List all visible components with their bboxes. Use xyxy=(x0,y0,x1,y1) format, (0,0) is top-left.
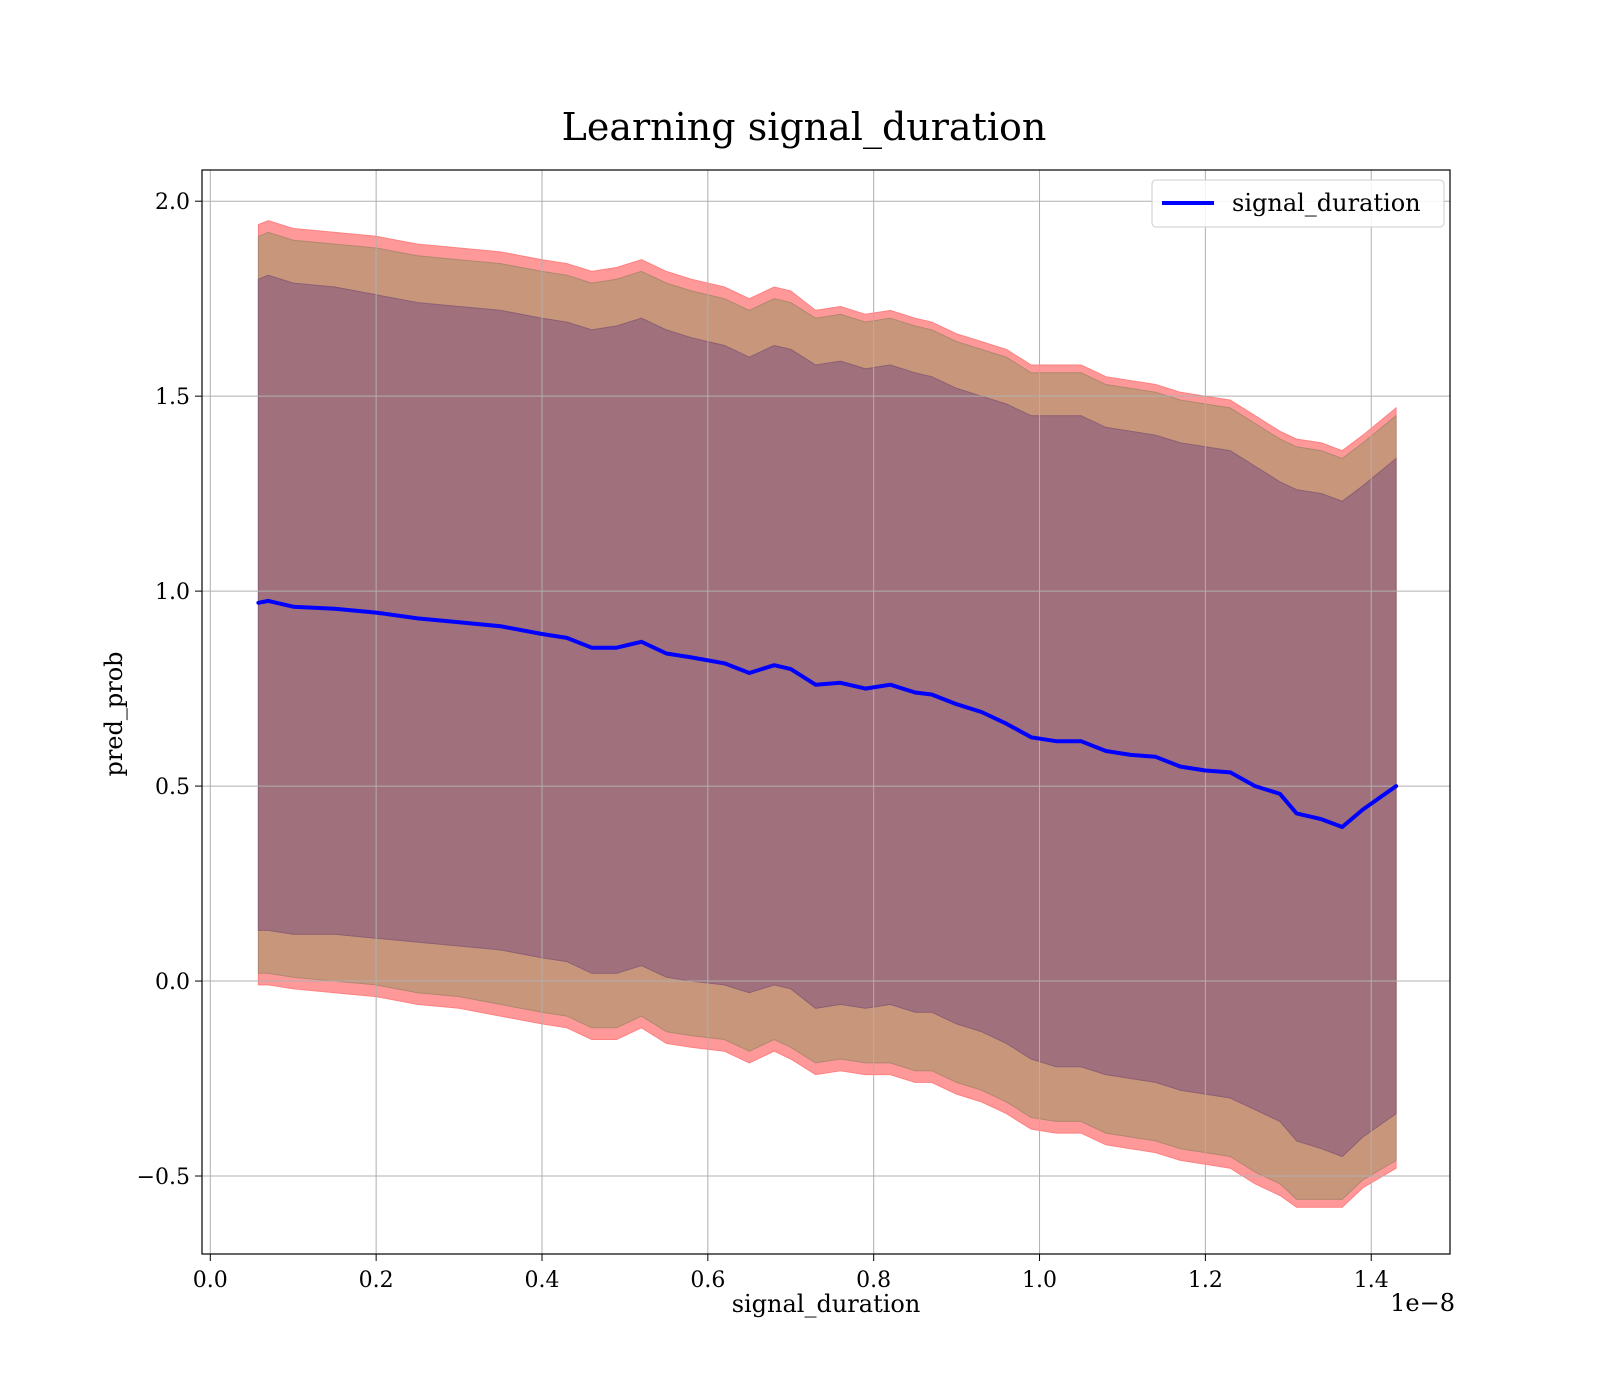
x-axis-ticks: 0.0 0.2 0.4 0.6 0.8 1.0 1.2 1.4 xyxy=(193,1254,1389,1293)
x-tick-label-6: 1.2 xyxy=(1188,1268,1223,1293)
x-tick-label-0: 0.0 xyxy=(193,1268,228,1293)
y-tick-label-5: 2.0 xyxy=(155,190,190,215)
y-tick-label-1: 0.0 xyxy=(155,970,190,995)
y-tick-label-0: −0.5 xyxy=(137,1165,190,1190)
legend-entry-label: signal_duration xyxy=(1232,189,1421,217)
y-tick-label-3: 1.0 xyxy=(155,580,190,605)
series-line-signal-duration xyxy=(256,598,1399,829)
series-line-layer xyxy=(256,598,1399,829)
legend: signal_duration xyxy=(1151,179,1445,228)
chart-title: Learning signal_duration xyxy=(562,105,1047,150)
uncertainty-bands xyxy=(257,220,1397,1208)
x-tick-label-7: 1.4 xyxy=(1354,1268,1389,1293)
y-tick-label-2: 0.5 xyxy=(155,775,190,800)
x-tick-label-5: 1.0 xyxy=(1022,1268,1057,1293)
band-inner xyxy=(257,274,1397,1158)
x-tick-label-1: 0.2 xyxy=(359,1268,394,1293)
x-tick-label-2: 0.4 xyxy=(524,1268,559,1293)
legend-box xyxy=(1151,179,1445,228)
x-tick-label-4: 0.8 xyxy=(856,1268,891,1293)
x-tick-label-3: 0.6 xyxy=(690,1268,725,1293)
y-axis-label: pred_prob xyxy=(100,651,128,776)
y-tick-label-4: 1.5 xyxy=(155,385,190,410)
x-axis-label: signal_duration xyxy=(732,1290,921,1318)
plot-frame xyxy=(201,169,1451,1255)
x-axis-offset-label: 1e−8 xyxy=(1390,1289,1455,1317)
y-axis-ticks: −0.5 0.0 0.5 1.0 1.5 2.0 xyxy=(137,190,202,1190)
